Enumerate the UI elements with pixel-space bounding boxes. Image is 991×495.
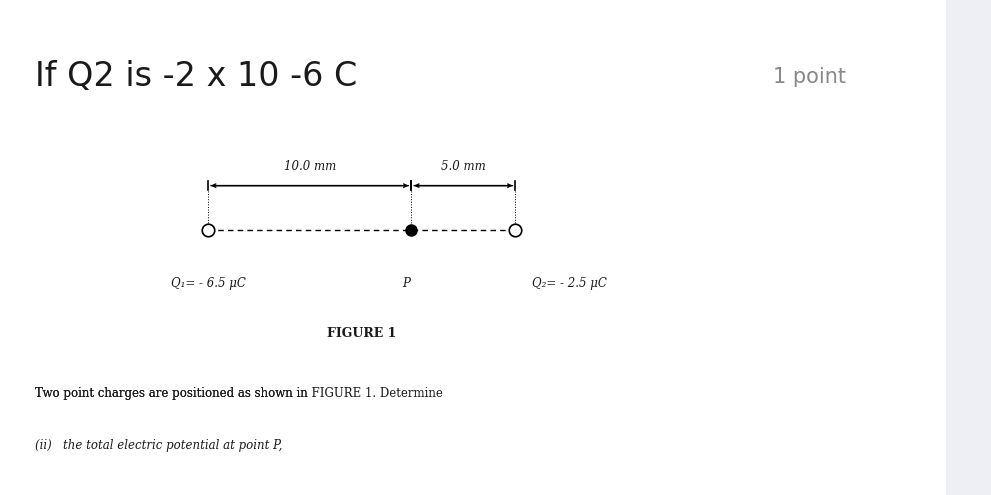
Text: (ii)   the total electric potential at point P,: (ii) the total electric potential at poi… (35, 439, 282, 452)
Text: 10.0 mm: 10.0 mm (283, 160, 336, 173)
Text: If Q2 is -2 x 10 -6 C: If Q2 is -2 x 10 -6 C (35, 60, 357, 93)
Text: Two point charges are positioned as shown in FIGURE 1. Determine: Two point charges are positioned as show… (35, 387, 443, 400)
Text: Q₂= - 2.5 μC: Q₂= - 2.5 μC (532, 277, 607, 290)
Text: 1 point: 1 point (773, 67, 846, 87)
Text: Q₁= - 6.5 μC: Q₁= - 6.5 μC (170, 277, 246, 290)
Text: P: P (402, 277, 410, 290)
Text: FIGURE 1: FIGURE 1 (327, 327, 396, 340)
Text: Two point charges are positioned as shown in: Two point charges are positioned as show… (35, 387, 311, 400)
Text: 5.0 mm: 5.0 mm (441, 160, 486, 173)
